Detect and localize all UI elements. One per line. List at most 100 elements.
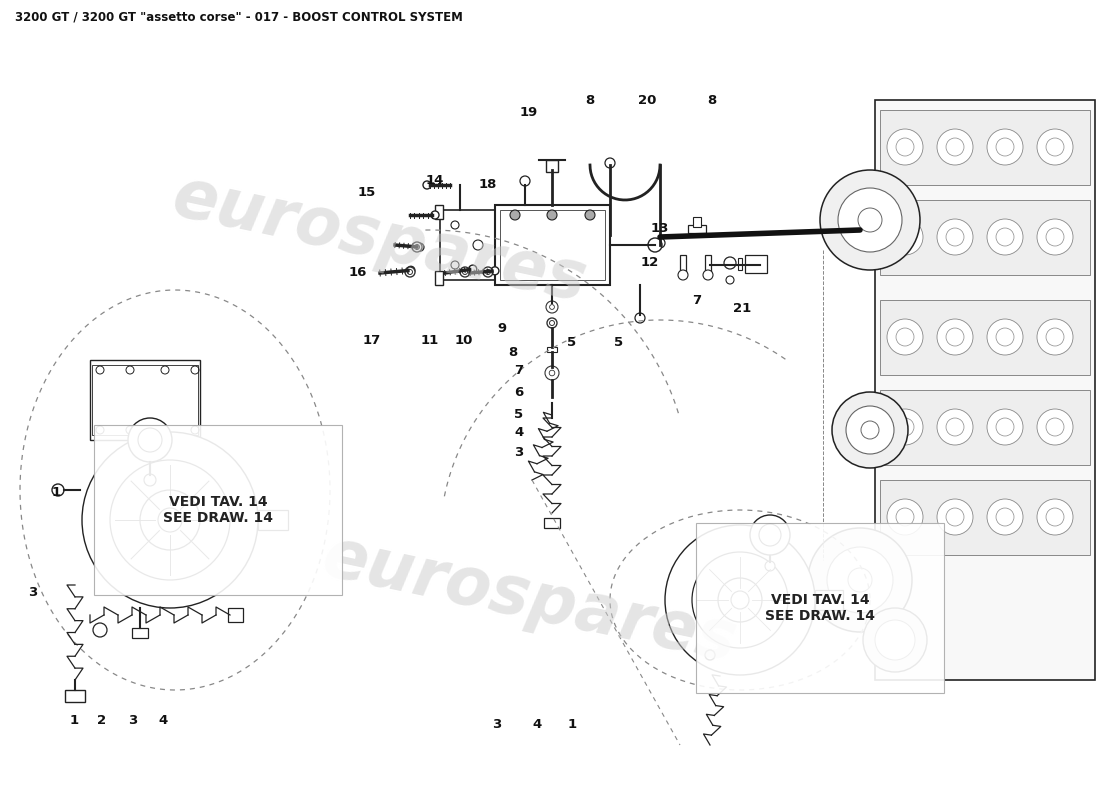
Text: 1: 1: [52, 486, 60, 498]
Circle shape: [550, 305, 554, 310]
Circle shape: [987, 319, 1023, 355]
Circle shape: [546, 301, 558, 313]
Circle shape: [1037, 409, 1072, 445]
Bar: [745, 255, 767, 273]
Text: 15: 15: [358, 186, 376, 199]
Circle shape: [692, 552, 788, 648]
Bar: [547, 347, 557, 352]
Circle shape: [520, 176, 530, 186]
Bar: [495, 205, 610, 285]
Circle shape: [764, 561, 776, 571]
Circle shape: [585, 210, 595, 220]
Circle shape: [144, 474, 156, 486]
Circle shape: [547, 318, 557, 328]
Circle shape: [412, 242, 422, 252]
Bar: [880, 480, 1090, 555]
Circle shape: [1037, 129, 1072, 165]
Text: 19: 19: [520, 106, 538, 118]
Circle shape: [887, 219, 923, 255]
Circle shape: [896, 508, 914, 526]
Circle shape: [1046, 228, 1064, 246]
Text: 12: 12: [641, 255, 659, 269]
Text: 8: 8: [585, 94, 595, 106]
Bar: [688, 225, 706, 233]
Circle shape: [946, 508, 964, 526]
Circle shape: [547, 210, 557, 220]
Circle shape: [469, 265, 476, 273]
Text: 3200 GT / 3200 GT "assetto corse" - 017 - BOOST CONTROL SYSTEM: 3200 GT / 3200 GT "assetto corse" - 017 …: [15, 10, 463, 23]
Circle shape: [887, 319, 923, 355]
Circle shape: [1046, 418, 1064, 436]
Circle shape: [838, 188, 902, 252]
Text: VEDI TAV. 14
SEE DRAW. 14: VEDI TAV. 14 SEE DRAW. 14: [163, 495, 273, 525]
Bar: [880, 300, 1090, 375]
Bar: [880, 390, 1090, 465]
Circle shape: [703, 270, 713, 280]
Circle shape: [896, 418, 914, 436]
Circle shape: [424, 181, 431, 189]
Circle shape: [946, 138, 964, 156]
Circle shape: [648, 238, 662, 252]
Circle shape: [996, 328, 1014, 346]
Circle shape: [946, 328, 964, 346]
Text: 4: 4: [515, 426, 524, 438]
Bar: [738, 258, 742, 270]
Circle shape: [987, 219, 1023, 255]
Circle shape: [1046, 328, 1064, 346]
Text: 8: 8: [508, 346, 518, 358]
Circle shape: [605, 158, 615, 168]
Circle shape: [654, 238, 666, 248]
Circle shape: [750, 515, 790, 555]
Text: 18: 18: [478, 178, 497, 191]
Circle shape: [549, 370, 554, 376]
Circle shape: [138, 428, 162, 452]
Circle shape: [405, 267, 415, 277]
Circle shape: [996, 418, 1014, 436]
Circle shape: [887, 129, 923, 165]
Circle shape: [937, 129, 974, 165]
Circle shape: [1037, 499, 1072, 535]
Text: 3: 3: [129, 714, 138, 726]
Circle shape: [996, 508, 1014, 526]
Bar: [228, 608, 243, 622]
Circle shape: [808, 528, 912, 632]
Circle shape: [82, 432, 258, 608]
Text: 21: 21: [733, 302, 751, 314]
Circle shape: [937, 219, 974, 255]
Circle shape: [732, 591, 749, 609]
Bar: [65, 690, 85, 702]
Text: 17: 17: [363, 334, 381, 346]
Circle shape: [987, 499, 1023, 535]
Circle shape: [415, 245, 419, 250]
Circle shape: [987, 129, 1023, 165]
Text: 20: 20: [638, 94, 657, 106]
Bar: [434, 271, 443, 285]
Bar: [544, 518, 560, 528]
Circle shape: [128, 418, 172, 462]
Text: 5: 5: [615, 337, 624, 350]
Circle shape: [491, 267, 499, 275]
Text: 14: 14: [426, 174, 444, 186]
Circle shape: [896, 328, 914, 346]
Bar: [880, 200, 1090, 275]
Circle shape: [864, 608, 927, 672]
Circle shape: [483, 267, 493, 277]
Circle shape: [705, 650, 715, 660]
Text: 7: 7: [515, 365, 524, 378]
Circle shape: [678, 270, 688, 280]
Circle shape: [158, 508, 182, 532]
Text: 2: 2: [98, 714, 107, 726]
Circle shape: [832, 392, 908, 468]
Text: eurospares: eurospares: [167, 164, 593, 316]
Text: 11: 11: [421, 334, 439, 346]
Bar: [500, 210, 605, 280]
Circle shape: [858, 208, 882, 232]
Bar: [440, 210, 495, 280]
Circle shape: [887, 499, 923, 535]
Circle shape: [987, 409, 1023, 445]
Circle shape: [416, 243, 424, 251]
Circle shape: [140, 490, 200, 550]
Circle shape: [52, 484, 64, 496]
Circle shape: [874, 620, 915, 660]
Text: 4: 4: [532, 718, 541, 731]
